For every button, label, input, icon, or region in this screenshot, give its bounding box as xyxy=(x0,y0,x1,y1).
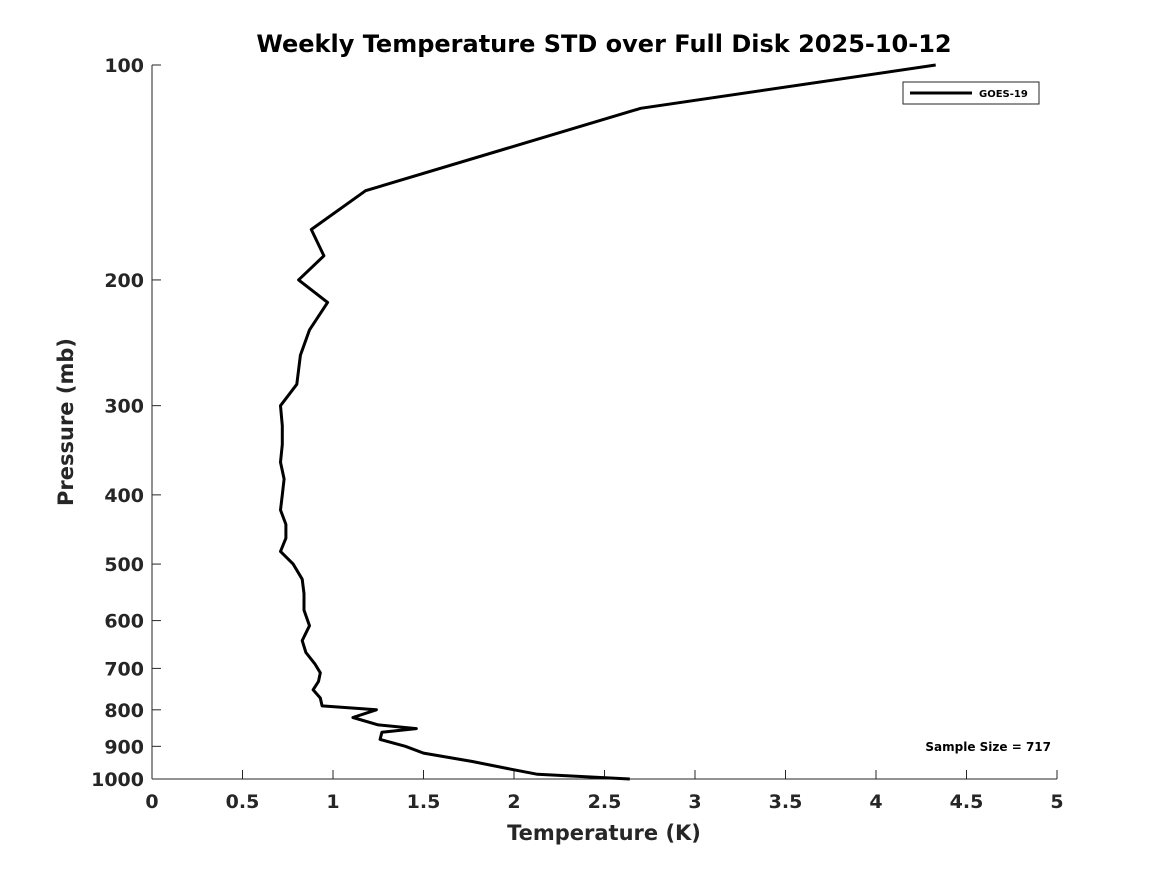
y-tick-label: 900 xyxy=(104,736,144,758)
axes xyxy=(151,65,1057,780)
x-tick-label: 3.5 xyxy=(769,791,803,813)
y-axis-label: Pressure (mb) xyxy=(54,338,78,506)
y-tick-label: 400 xyxy=(104,485,144,507)
x-tick-label: 3 xyxy=(688,791,701,813)
x-tick-label: 1 xyxy=(326,791,339,813)
x-axis-ticks: 0 0.5 1 1.5 2 2.5 3 3.5 4 4.5 5 xyxy=(145,770,1064,813)
y-axis-ticks: 100 200 300 400 500 600 700 800 900 1000 xyxy=(91,55,161,791)
x-tick-label: 5 xyxy=(1050,791,1063,813)
x-tick-label: 0.5 xyxy=(226,791,260,813)
legend-label-goes-19: GOES-19 xyxy=(979,89,1028,100)
x-tick-label: 2 xyxy=(507,791,520,813)
y-tick-label: 100 xyxy=(104,55,144,77)
x-tick-label: 0 xyxy=(145,791,158,813)
y-tick-label: 700 xyxy=(104,658,144,680)
y-tick-label: 200 xyxy=(104,270,144,292)
y-tick-label: 500 xyxy=(104,554,144,576)
x-axis-label: Temperature (K) xyxy=(507,821,701,845)
y-tick-label: 800 xyxy=(104,700,144,722)
sample-size-annotation: Sample Size = 717 xyxy=(925,740,1051,754)
x-tick-label: 4 xyxy=(869,791,882,813)
chart-title: Weekly Temperature STD over Full Disk 20… xyxy=(256,30,951,58)
y-tick-label: 1000 xyxy=(91,769,144,791)
y-tick-label: 300 xyxy=(104,396,144,418)
y-tick-label: 600 xyxy=(104,611,144,633)
series-group xyxy=(279,63,936,781)
x-tick-label: 2.5 xyxy=(588,791,622,813)
series-line-goes-19 xyxy=(279,63,936,781)
x-tick-label: 4.5 xyxy=(950,791,984,813)
legend: GOES-19 xyxy=(902,81,1040,105)
x-tick-label: 1.5 xyxy=(407,791,441,813)
